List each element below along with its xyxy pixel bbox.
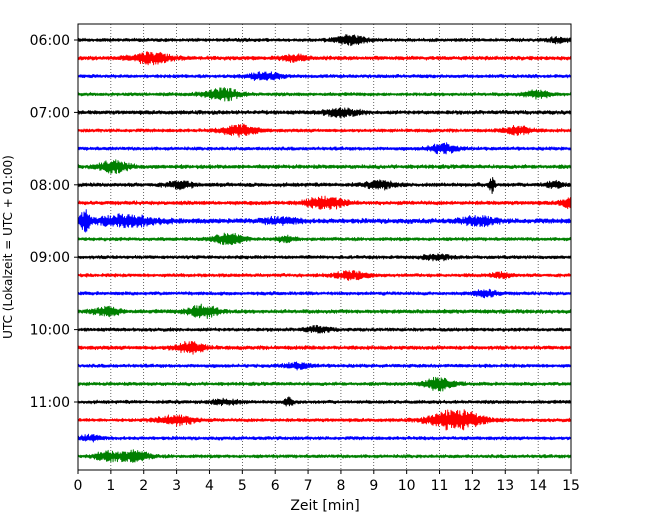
seismic-trace-1115 — [77, 409, 572, 431]
seismic-trace-0615 — [77, 51, 572, 66]
y-tick-label: 11:00 — [30, 395, 70, 411]
x-tick-label: 8 — [336, 478, 345, 494]
y-axis-label: UTC (Lokalzeit = UTC + 01:00) — [1, 155, 15, 339]
y-axis-ticks: 06:00 07:00 08:00 09:00 10:00 11:00 — [30, 33, 78, 411]
seismic-trace-0600 — [77, 34, 572, 47]
x-tick-label: 7 — [304, 478, 313, 494]
y-tick-label: 06:00 — [30, 33, 70, 49]
seismic-trace-0945 — [77, 303, 572, 319]
x-tick-label: 11 — [431, 478, 449, 494]
seismic-trace-1100 — [77, 396, 572, 407]
vertical-gridlines — [110, 24, 539, 470]
seismic-trace-1015 — [77, 340, 572, 355]
seismic-trace-0715 — [77, 123, 572, 138]
x-tick-label: 13 — [496, 478, 514, 494]
seismic-trace-0915 — [77, 270, 572, 281]
seismic-trace-0730 — [77, 142, 572, 155]
seismic-trace-0930 — [77, 288, 572, 299]
seismic-trace-0700 — [77, 107, 572, 119]
x-tick-label: 5 — [238, 478, 247, 494]
y-tick-label: 10:00 — [30, 323, 70, 339]
seismic-trace-0745 — [77, 159, 572, 174]
seismic-trace-0845 — [77, 232, 572, 246]
seismic-trace-0830 — [77, 209, 572, 233]
x-tick-label: 12 — [463, 478, 481, 494]
seismic-trace-0630 — [77, 71, 572, 81]
seismic-trace-1000 — [77, 324, 572, 334]
seismic-trace-1030 — [77, 361, 572, 371]
x-axis-ticks: 0 1 2 3 4 5 6 7 8 9 10 11 12 13 14 15 — [74, 470, 580, 494]
y-tick-label: 07:00 — [30, 105, 70, 121]
seismic-trace-0815 — [77, 195, 572, 210]
seismic-trace-1130 — [77, 433, 572, 443]
x-tick-label: 9 — [369, 478, 378, 494]
seismic-trace-1145 — [77, 449, 572, 463]
x-axis-label: Zeit [min] — [290, 498, 359, 514]
seismic-trace-0800 — [77, 176, 572, 194]
x-tick-label: 0 — [74, 478, 83, 494]
x-tick-label: 4 — [205, 478, 214, 494]
seismic-traces — [77, 34, 572, 463]
x-tick-label: 2 — [139, 478, 148, 494]
seismic-trace-1045 — [77, 376, 572, 392]
x-tick-label: 15 — [562, 478, 580, 494]
plot-frame — [77, 23, 572, 471]
x-tick-label: 6 — [271, 478, 280, 494]
y-tick-label: 09:00 — [30, 250, 70, 266]
y-tick-label: 08:00 — [30, 178, 70, 194]
x-tick-label: 1 — [106, 478, 115, 494]
x-tick-label: 3 — [172, 478, 181, 494]
x-tick-label: 10 — [398, 478, 416, 494]
seismic-trace-0645 — [77, 87, 572, 102]
x-tick-label: 14 — [529, 478, 547, 494]
seismic-trace-0900 — [77, 253, 572, 262]
